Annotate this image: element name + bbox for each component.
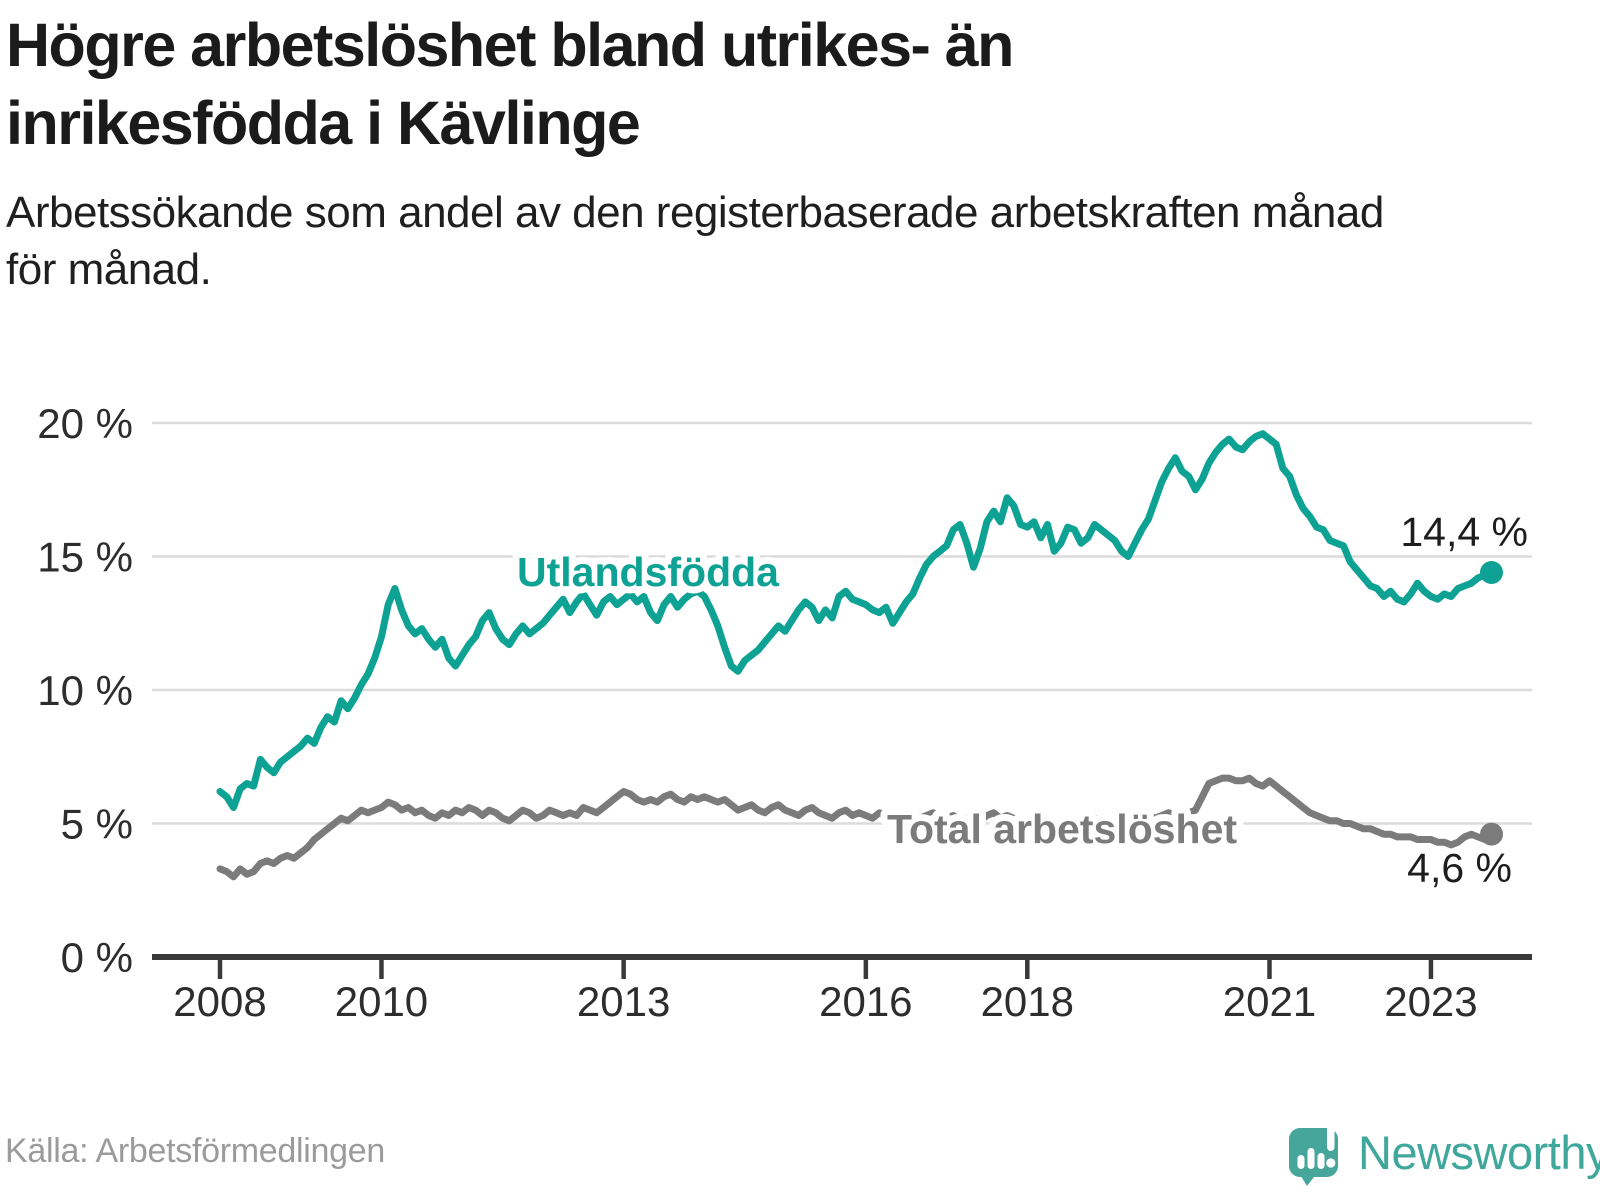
x-axis-label-2023: 2023 bbox=[1384, 978, 1477, 1025]
series-line-total bbox=[216, 774, 1495, 881]
x-axis-label-2008: 2008 bbox=[173, 978, 266, 1025]
x-axis-label-2021: 2021 bbox=[1223, 978, 1316, 1025]
series-end-dot-utlandsfodda bbox=[1479, 561, 1503, 585]
page-subtitle-line1: Arbetssökande som andel av den registerb… bbox=[6, 188, 1384, 237]
y-axis-label-0pct: 0 % bbox=[61, 934, 133, 981]
x-axis-label-2016: 2016 bbox=[819, 978, 912, 1025]
series-end-dot-total bbox=[1479, 822, 1503, 846]
newsworthy-wordmark: Newsworthy bbox=[1358, 1125, 1600, 1179]
series-label-total: Total arbetslöshet bbox=[887, 806, 1237, 852]
x-axis-label-2010: 2010 bbox=[335, 978, 428, 1025]
y-axis-label-15pct: 15 % bbox=[37, 534, 133, 581]
series-line-utlandsfodda bbox=[216, 430, 1495, 811]
end-value-label-total: 4,6 % bbox=[1407, 845, 1512, 891]
newsworthy-logo: Newsworthy bbox=[1286, 1118, 1600, 1186]
newsworthy-logo-icon bbox=[1289, 1120, 1338, 1186]
series-label-utlandsfodda: Utlandsfödda bbox=[517, 549, 780, 595]
page-subtitle-line2: för månad. bbox=[6, 245, 212, 294]
y-axis-label-10pct: 10 % bbox=[37, 667, 133, 714]
page-title: Högre arbetslöshet bland utrikes- än inr… bbox=[6, 6, 1014, 162]
page-title-line2: inrikesfödda i Kävlinge bbox=[6, 89, 641, 157]
source-note: Källa: Arbetsförmedlingen bbox=[5, 1132, 385, 1170]
end-value-label-utlandsfodda: 14,4 % bbox=[1400, 509, 1528, 555]
page-subtitle: Arbetssökande som andel av den registerb… bbox=[6, 184, 1384, 298]
y-axis-label-20pct: 20 % bbox=[37, 400, 133, 447]
x-axis-label-2018: 2018 bbox=[981, 978, 1074, 1025]
x-axis-label-2013: 2013 bbox=[577, 978, 670, 1025]
page-title-line1: Högre arbetslöshet bland utrikes- än bbox=[6, 11, 1014, 79]
y-axis-label-5pct: 5 % bbox=[61, 801, 133, 848]
